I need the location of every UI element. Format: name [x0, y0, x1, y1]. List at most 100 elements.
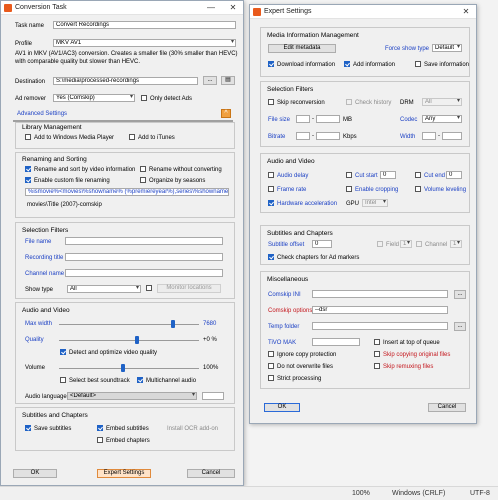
skip-remuxing-label: Skip remuxing files — [383, 364, 434, 370]
multichannel-audio-label: Multichannel audio — [146, 378, 197, 384]
edit-metadata-button[interactable]: Edit metadata — [268, 44, 336, 53]
install-ocr-link[interactable]: Install OCR add-on — [167, 426, 219, 432]
close-icon[interactable]: ✕ — [462, 7, 470, 16]
hw-accel-checkbox[interactable] — [268, 200, 274, 206]
skip-reconversion-checkbox[interactable] — [268, 99, 274, 105]
file-size-min-input[interactable] — [296, 115, 310, 123]
subtitle-offset-input[interactable]: 0 — [312, 240, 332, 248]
destination-input[interactable]: S:\media\processed-recordings — [53, 77, 198, 85]
temp-folder-input[interactable] — [312, 322, 448, 330]
field-checkbox[interactable] — [377, 241, 383, 247]
frame-rate-checkbox[interactable] — [268, 186, 274, 192]
ok-button[interactable]: OK — [13, 469, 57, 478]
cut-start-input[interactable]: 0 — [380, 171, 396, 179]
enable-cropping-checkbox[interactable] — [346, 186, 352, 192]
drm-select[interactable]: All — [422, 98, 462, 106]
bitrate-max-input[interactable] — [316, 132, 340, 140]
volume-value: 100% — [203, 365, 219, 371]
enable-custom-renaming-checkbox[interactable] — [25, 177, 31, 183]
expert-cancel-button[interactable]: Cancel — [428, 403, 466, 412]
recording-title-input[interactable] — [65, 253, 223, 261]
select-best-soundtrack-checkbox[interactable] — [60, 377, 66, 383]
encoding[interactable]: UTF-8 — [470, 490, 490, 497]
audio-language-extra-input[interactable] — [202, 392, 224, 400]
width-min-input[interactable] — [422, 132, 436, 140]
comskip-options-input[interactable]: --dsr — [312, 306, 448, 314]
file-name-input[interactable] — [65, 237, 223, 245]
do-not-overwrite-checkbox[interactable] — [268, 363, 274, 369]
save-info-label: Save information — [424, 62, 470, 68]
multichannel-audio-checkbox[interactable] — [137, 377, 143, 383]
cut-start-checkbox[interactable] — [346, 172, 352, 178]
show-type-select[interactable]: All — [67, 285, 141, 293]
destination-label: Destination — [15, 79, 46, 85]
destination-browse-button[interactable]: ... — [203, 76, 217, 85]
cancel-button[interactable]: Cancel — [187, 469, 235, 478]
ad-remover-select[interactable]: Yes (Comskip) — [53, 94, 135, 102]
download-info-checkbox[interactable] — [268, 61, 274, 67]
cut-end-input[interactable]: 0 — [446, 171, 462, 179]
add-to-wmp-label: Add to Windows Media Player — [34, 135, 115, 141]
ad-remover-label: Ad remover — [15, 96, 47, 102]
audio-delay-checkbox[interactable] — [268, 172, 274, 178]
force-show-type-label: Force show type — [385, 46, 430, 52]
strict-processing-checkbox[interactable] — [268, 375, 274, 381]
editor-statusbar: 100% Windows (CRLF) UTF-8 — [0, 486, 498, 500]
bitrate-min-input[interactable] — [296, 132, 310, 140]
gpu-select[interactable]: Intel — [362, 199, 388, 207]
monitor-locations-button[interactable]: Monitor locations — [157, 284, 221, 293]
quality-slider-thumb[interactable] — [135, 336, 139, 344]
rename-without-converting-label: Rename without converting — [149, 167, 222, 173]
insert-top-queue-checkbox[interactable] — [374, 339, 380, 345]
temp-folder-browse-button[interactable]: ... — [454, 322, 466, 331]
width-max-input[interactable] — [442, 132, 462, 140]
skip-remuxing-checkbox[interactable] — [374, 363, 380, 369]
skip-copying-original-checkbox[interactable] — [374, 351, 380, 357]
channel-checkbox[interactable] — [416, 241, 422, 247]
embed-subtitles-checkbox[interactable] — [97, 425, 103, 431]
line-endings[interactable]: Windows (CRLF) — [392, 490, 446, 497]
minimize-icon[interactable]: — — [207, 3, 215, 12]
comskip-ini-browse-button[interactable]: ... — [454, 290, 466, 299]
max-width-slider-thumb[interactable] — [171, 320, 175, 328]
expert-ok-button[interactable]: OK — [264, 403, 300, 412]
volume-slider-thumb[interactable] — [121, 364, 125, 372]
tivo-mak-input[interactable] — [312, 338, 360, 346]
check-chapters-ad-checkbox[interactable] — [268, 254, 274, 260]
field-select[interactable]: 1 — [400, 240, 412, 248]
detect-optimize-quality-checkbox[interactable] — [60, 349, 66, 355]
cut-end-checkbox[interactable] — [415, 172, 421, 178]
collapse-advanced-button[interactable]: ^ — [221, 109, 231, 118]
only-detect-ads-checkbox[interactable] — [141, 95, 147, 101]
audio-language-select[interactable]: <Default> — [67, 392, 197, 400]
embed-chapters-checkbox[interactable] — [97, 437, 103, 443]
monitor-locations-checkbox[interactable] — [146, 285, 152, 291]
channel-name-input[interactable] — [65, 269, 223, 277]
save-subtitles-checkbox[interactable] — [25, 425, 31, 431]
channel-select[interactable]: 1 — [450, 240, 462, 248]
add-to-itunes-checkbox[interactable] — [129, 134, 135, 140]
frame-rate-label: Frame rate — [277, 187, 307, 193]
zoom-level[interactable]: 100% — [352, 490, 370, 497]
rename-without-converting-checkbox[interactable] — [140, 166, 146, 172]
rename-sort-video-info-checkbox[interactable] — [25, 166, 31, 172]
file-size-max-input[interactable] — [316, 115, 340, 123]
close-icon[interactable]: ✕ — [229, 3, 237, 12]
comskip-ini-input[interactable] — [312, 290, 448, 298]
destination-folder-button[interactable]: ▤ — [221, 76, 235, 85]
volume-leveling-checkbox[interactable] — [415, 186, 421, 192]
save-info-checkbox[interactable] — [415, 61, 421, 67]
add-info-checkbox[interactable] — [344, 61, 350, 67]
force-show-type-select[interactable]: Default — [432, 44, 462, 52]
add-to-itunes-label: Add to iTunes — [138, 135, 175, 141]
task-name-input[interactable]: Convert Recordings — [53, 21, 236, 29]
check-history-checkbox[interactable] — [346, 99, 352, 105]
expert-settings-button[interactable]: Expert Settings — [97, 469, 151, 478]
ignore-copy-protection-checkbox[interactable] — [268, 351, 274, 357]
advanced-settings-link[interactable]: Advanced Settings — [17, 111, 68, 117]
codec-select[interactable]: Any — [422, 115, 462, 123]
organize-by-seasons-checkbox[interactable] — [140, 177, 146, 183]
profile-select[interactable]: MKV AV1 — [53, 39, 236, 47]
add-to-wmp-checkbox[interactable] — [25, 134, 31, 140]
rename-pattern-input[interactable]: %ismovie%<movies\%showname% (%premiereye… — [25, 188, 229, 196]
